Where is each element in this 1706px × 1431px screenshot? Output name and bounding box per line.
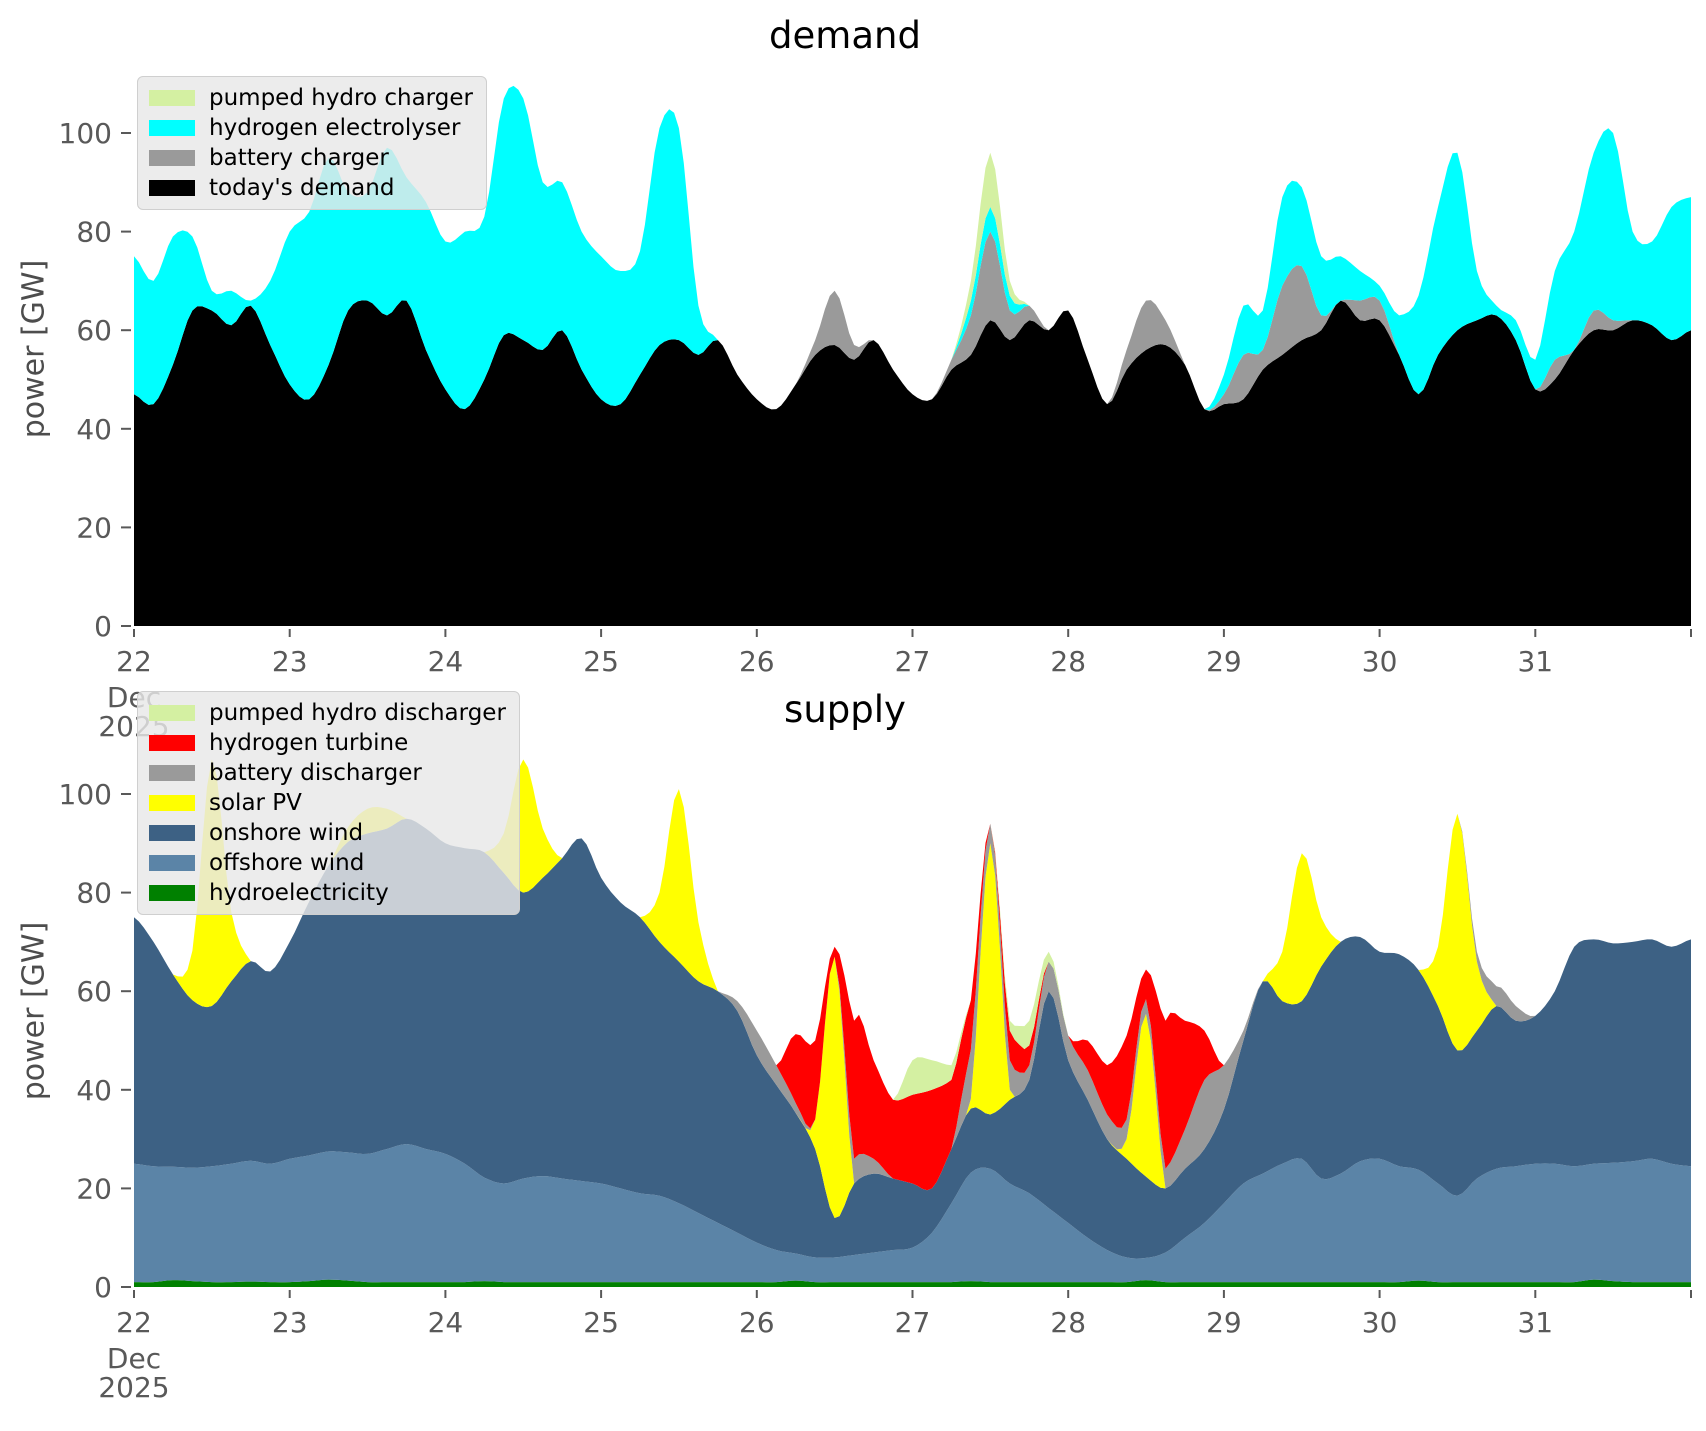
plot-area-supply (134, 759, 1691, 1287)
x-tick-label: 30 (1362, 645, 1398, 678)
x-tick-label: 29 (1206, 645, 1242, 678)
x-tick-label: 26 (739, 1306, 775, 1339)
legend-item-onshore-wind: onshore wind (149, 818, 506, 848)
legend-swatch-battery-charger (149, 150, 195, 166)
x-tick-label: 24 (428, 645, 464, 678)
y-tick-label: 0 (94, 610, 112, 643)
legend-item-hydrogen-electrolyser: hydrogen electrolyser (149, 113, 473, 143)
legend-swatch-solar-pv (149, 795, 195, 811)
y-tick-label: 20 (76, 1172, 112, 1205)
x-tick-label: 23 (272, 645, 308, 678)
legend-swatch-battery-discharger (149, 765, 195, 781)
area-today-s-demand (134, 300, 1691, 626)
legend-swatch-offshore-wind (149, 855, 195, 871)
area-battery-charger (134, 231, 1691, 412)
x-tick-label: 27 (895, 645, 931, 678)
y-tick-label: 0 (94, 1271, 112, 1304)
legend-label: pumped hydro discharger (209, 700, 506, 726)
area-hydroelectricity (134, 1279, 1691, 1287)
legend-swatch-hydrogen-turbine (149, 735, 195, 751)
legend-swatch-onshore-wind (149, 825, 195, 841)
x-tick-label: 25 (583, 645, 619, 678)
x-axis-month-label: 2025 (98, 1371, 169, 1404)
chart-title-demand: demand (769, 14, 921, 57)
x-tick-label: 28 (1050, 1306, 1086, 1339)
area-offshore-wind (134, 1144, 1691, 1283)
x-tick-label: 31 (1517, 645, 1553, 678)
legend-label: today's demand (209, 175, 395, 201)
legend-supply: pumped hydro discharger hydrogen turbine b… (137, 691, 520, 915)
legend-label: solar PV (209, 790, 302, 816)
legend-item-hydroelectricity: hydroelectricity (149, 878, 506, 908)
legend-label: hydrogen electrolyser (209, 115, 461, 141)
legend-swatch-hydrogen-electrolyser (149, 120, 195, 136)
legend-item-battery-charger: battery charger (149, 143, 473, 173)
x-tick-label: 31 (1517, 1306, 1553, 1339)
legend-label: battery discharger (209, 760, 422, 786)
y-tick-label: 100 (59, 117, 112, 150)
legend-label: battery charger (209, 145, 389, 171)
legend-item-today-s-demand: today's demand (149, 173, 473, 203)
x-tick-label: 26 (739, 645, 775, 678)
legend-swatch-today-s-demand (149, 180, 195, 196)
x-axis-month-label: Dec (107, 1342, 161, 1375)
y-tick-label: 80 (76, 877, 112, 910)
x-tick-label: 25 (583, 1306, 619, 1339)
y-tick-label: 60 (76, 314, 112, 347)
legend-item-hydrogen-turbine: hydrogen turbine (149, 728, 506, 758)
x-tick-label: 28 (1050, 645, 1086, 678)
y-tick-label: 100 (59, 778, 112, 811)
legend-item-pumped-hydro-discharger: pumped hydro discharger (149, 698, 506, 728)
legend-swatch-pumped-hydro-discharger (149, 705, 195, 721)
y-tick-label: 40 (76, 1074, 112, 1107)
area-solar-pv (134, 759, 1691, 1218)
area-hydrogen-turbine (134, 759, 1691, 1191)
legend-item-offshore-wind: offshore wind (149, 848, 506, 878)
legend-swatch-hydroelectricity (149, 885, 195, 901)
legend-item-pumped-hydro-charger: pumped hydro charger (149, 83, 473, 113)
legend-label: offshore wind (209, 850, 365, 876)
x-tick-label: 22 (116, 1306, 152, 1339)
legend-label: hydroelectricity (209, 880, 389, 906)
area-hydrogen-electrolyser (134, 85, 1691, 411)
y-tick-label: 60 (76, 975, 112, 1008)
y-tick-label: 20 (76, 511, 112, 544)
legend-item-battery-discharger: battery discharger (149, 758, 506, 788)
x-tick-label: 27 (895, 1306, 931, 1339)
plot-area-demand (134, 85, 1691, 626)
x-tick-label: 30 (1362, 1306, 1398, 1339)
x-tick-label: 22 (116, 645, 152, 678)
x-tick-label: 23 (272, 1306, 308, 1339)
legend-demand: pumped hydro charger hydrogen electrolyse… (137, 76, 487, 210)
x-tick-label: 24 (428, 1306, 464, 1339)
x-tick-label: 29 (1206, 1306, 1242, 1339)
legend-swatch-pumped-hydro-charger (149, 90, 195, 106)
chart-title-supply: supply (784, 688, 906, 731)
legend-item-solar-pv: solar PV (149, 788, 506, 818)
legend-label: pumped hydro charger (209, 85, 473, 111)
area-onshore-wind (134, 818, 1691, 1259)
y-tick-label: 40 (76, 413, 112, 446)
y-axis-label-demand: power [GW] (16, 259, 52, 439)
legend-label: hydrogen turbine (209, 730, 409, 756)
y-axis-label-supply: power [GW] (16, 921, 52, 1101)
legend-label: onshore wind (209, 820, 364, 846)
y-tick-label: 80 (76, 216, 112, 249)
